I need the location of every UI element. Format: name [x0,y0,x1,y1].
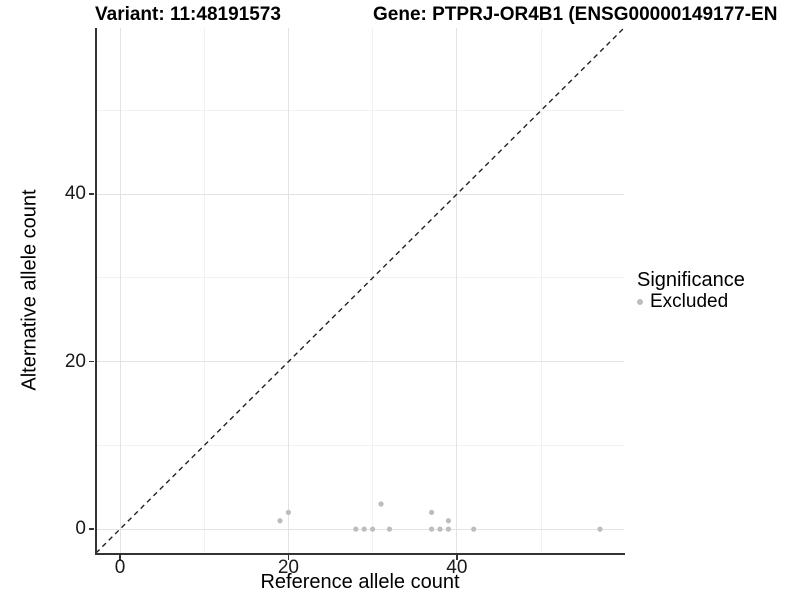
x-tick-mark [456,555,458,560]
major-gridline-x [287,28,289,553]
data-point-excluded [471,526,477,532]
x-tick-label: 40 [446,557,468,578]
x-tick-label: 20 [277,557,299,578]
data-point-excluded [386,526,393,532]
data-point-excluded [378,501,384,507]
data-point-excluded [428,509,435,515]
data-point-excluded [428,526,435,532]
legend-entry-excluded: Excluded [637,291,745,312]
data-point-excluded [277,518,283,524]
minor-gridline-y [96,277,624,279]
minor-gridline-x [372,28,374,553]
major-gridline-y [96,193,624,195]
minor-gridline-y [96,109,624,111]
data-point-excluded [445,526,452,532]
y-axis-title: Alternative allele count [18,189,41,391]
x-tick-label: 0 [114,557,126,578]
x-tick-mark [287,555,290,560]
x-axis-title: Reference allele count [260,571,460,593]
major-gridline-x [119,28,121,553]
y-tick-label: 40 [64,183,86,205]
y-tick-mark [89,528,94,530]
plot-title-gene: Gene: PTPRJ-OR4B1 (ENSG00000149177-EN [373,4,778,25]
minor-gridline-x [540,28,542,553]
minor-gridline-x [203,28,205,553]
plot-panel [96,28,624,553]
legend-entry-label: Excluded [650,291,729,312]
legend: Significance Excluded [637,269,745,312]
legend-title: Significance [637,269,745,291]
major-gridline-y [96,528,624,530]
data-point-excluded [361,526,367,532]
major-gridline-y [96,361,624,363]
data-point-excluded [370,526,376,532]
data-point-excluded [353,526,359,532]
y-tick-mark [89,360,94,363]
y-tick-label: 0 [75,518,86,540]
major-gridline-x [456,28,458,553]
y-axis-line [95,28,97,555]
x-tick-mark [119,555,121,560]
y-tick-label: 20 [64,350,86,372]
y-tick-mark [89,193,94,195]
data-point-excluded [597,526,603,532]
data-point-excluded [437,526,443,532]
identity-dashed-line [96,28,624,553]
excluded-point-icon [637,298,643,305]
plot-title-variant: Variant: 11:48191573 [95,4,281,25]
data-point-excluded [445,518,452,524]
x-axis-line [95,553,625,555]
minor-gridline-y [96,444,624,446]
data-point-excluded [285,509,292,515]
